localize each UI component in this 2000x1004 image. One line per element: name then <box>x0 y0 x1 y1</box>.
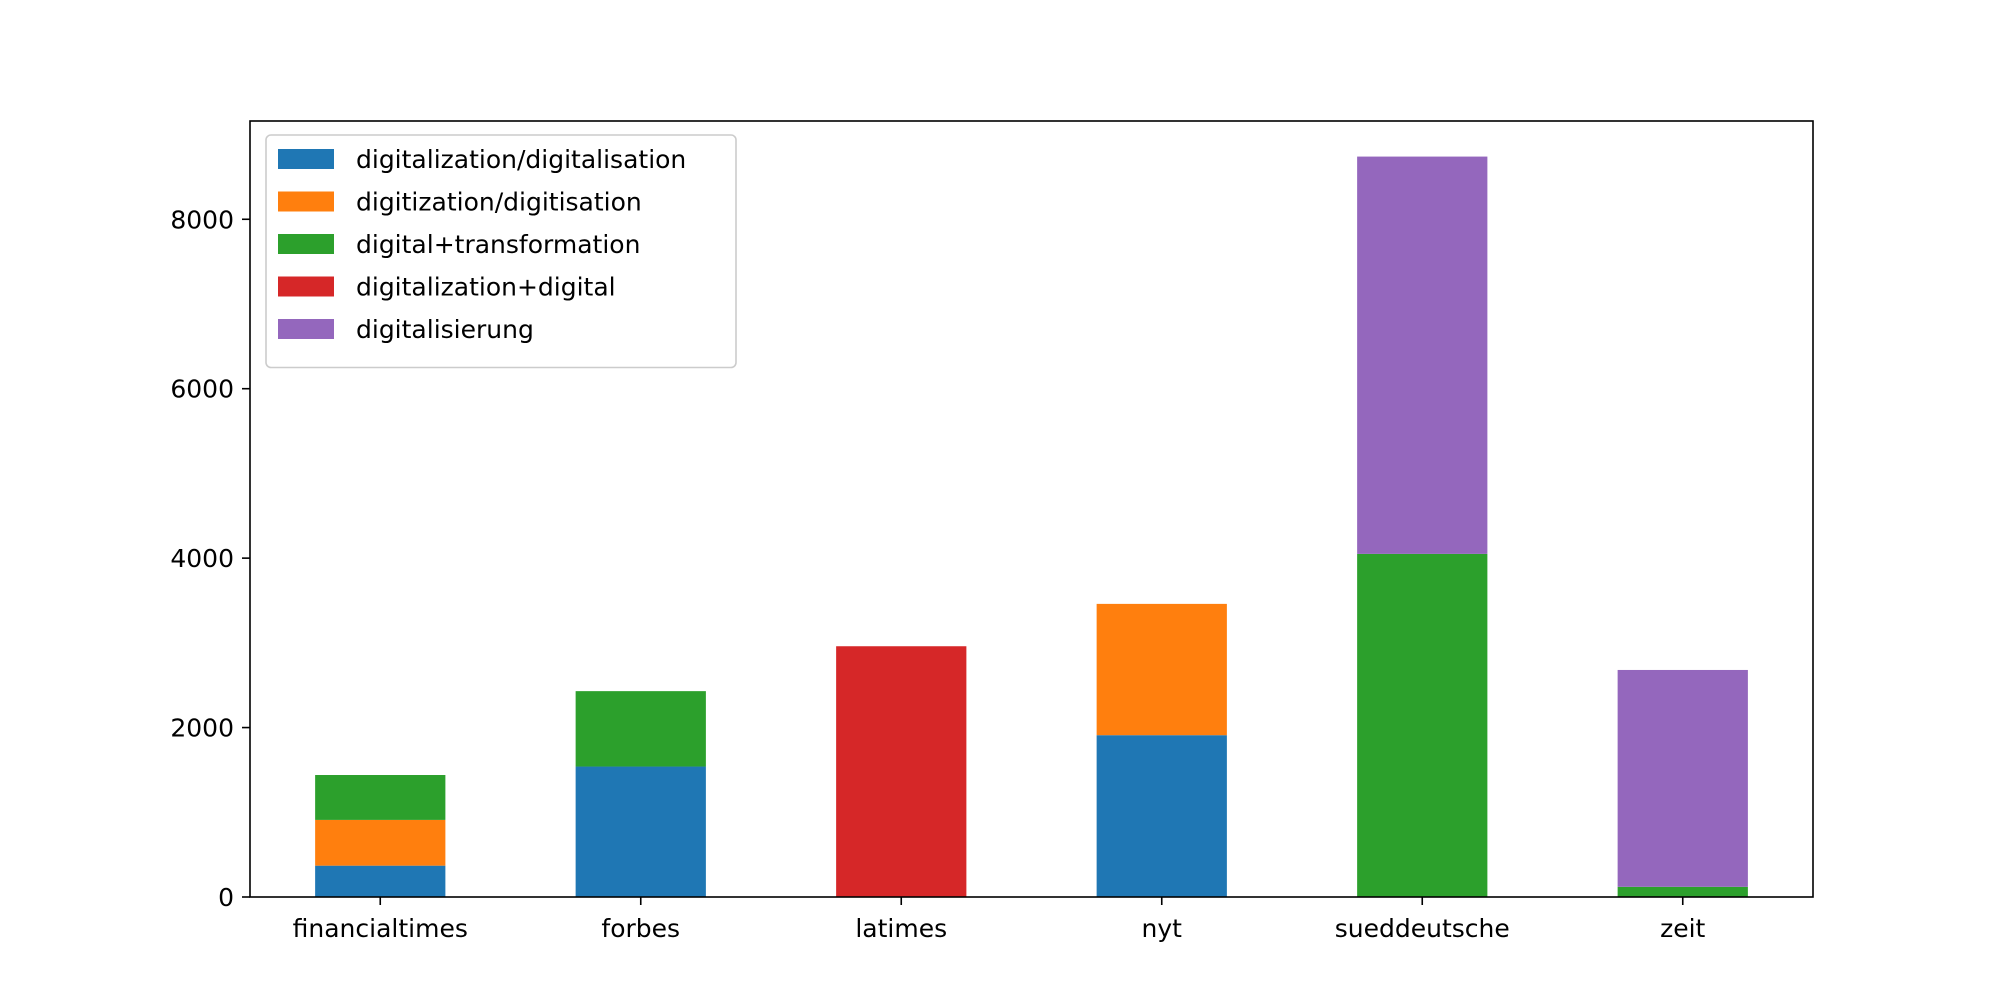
bar-forbes-series-2 <box>575 691 706 767</box>
y-tick-label: 8000 <box>170 205 234 234</box>
legend-box <box>265 134 737 369</box>
y-tick-label: 0 <box>218 883 234 912</box>
legend-label: digitalisierung <box>356 315 534 344</box>
legend-label: digitization/digitisation <box>356 188 642 217</box>
bar-latimes-series-3 <box>836 646 967 897</box>
x-tick-label: forbes <box>601 914 680 943</box>
bar-zeit-series-2 <box>1617 886 1748 897</box>
x-axis: financialtimes forbes latimes nyt sueddeutsc… <box>293 897 1706 943</box>
x-tick-label: latimes <box>855 914 947 943</box>
x-tick-label: nyt <box>1142 914 1183 943</box>
y-axis: 0 2000 4000 6000 8000 <box>170 205 250 912</box>
legend-swatch <box>278 276 334 297</box>
legend-swatch <box>278 191 334 212</box>
legend-label: digital+transformation <box>356 230 640 259</box>
legend-swatch <box>278 234 334 254</box>
bar-sueddeutsche-series-4 <box>1357 156 1488 554</box>
legend-swatch <box>278 149 334 169</box>
legend-label: digitalization/digitalisation <box>356 145 686 174</box>
bar-zeit-series-4 <box>1617 669 1748 887</box>
bar-sueddeutsche-series-2 <box>1357 553 1488 897</box>
legend: digitalization/digitalisation digitizatio… <box>265 134 737 369</box>
y-tick-label: 2000 <box>170 714 234 743</box>
plot-frame <box>249 120 1814 898</box>
y-tick-label: 4000 <box>170 544 234 573</box>
y-tick-label: 6000 <box>170 375 234 404</box>
bar-nyt-series-0 <box>1096 735 1227 897</box>
bars-layer <box>315 156 1748 897</box>
x-tick-label: zeit <box>1660 914 1705 943</box>
bar-financialtimes-series-2 <box>315 775 446 820</box>
x-tick-label: financialtimes <box>293 914 468 943</box>
bar-financialtimes-series-1 <box>315 819 446 866</box>
bar-forbes-series-0 <box>575 766 706 897</box>
legend-label: digitalization+digital <box>356 273 616 302</box>
legend-swatch <box>278 319 334 339</box>
x-tick-label: sueddeutsche <box>1335 914 1510 943</box>
bar-financialtimes-series-0 <box>315 865 446 897</box>
bar-nyt-series-1 <box>1096 603 1227 736</box>
